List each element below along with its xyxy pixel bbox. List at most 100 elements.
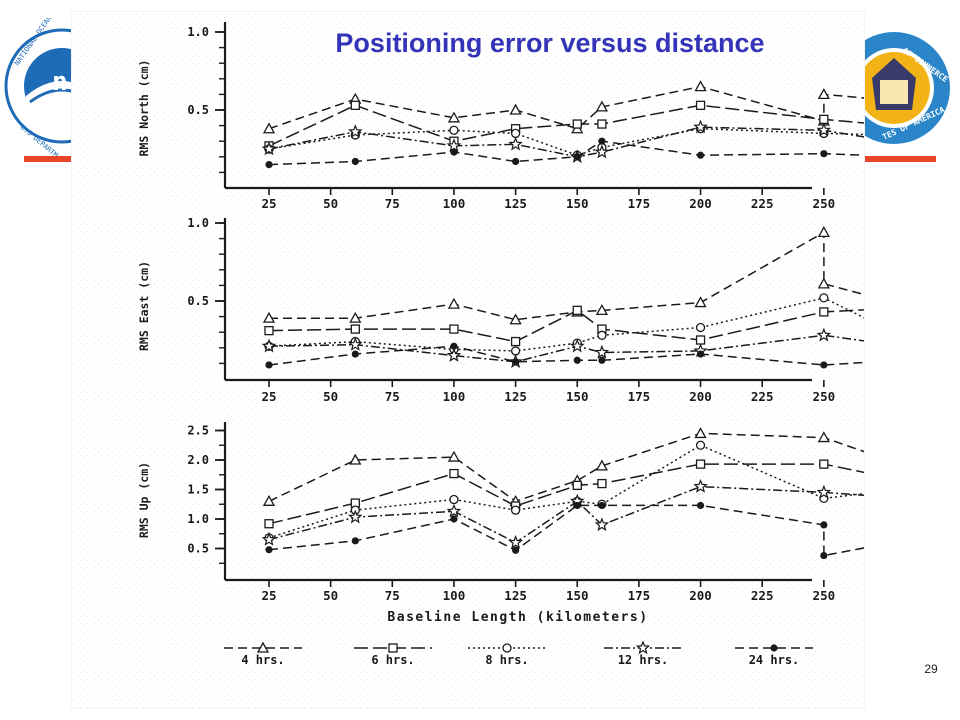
x-axis-label: Baseline Length (kilometers) [387,610,648,625]
y-tick-label: 1.0 [187,25,209,39]
legend-item: 8 hrs. [468,643,546,667]
data-point [816,484,832,499]
x-tick-label: 200 [689,588,712,603]
series-line [268,85,864,130]
data-point [695,440,706,450]
data-point [820,521,828,529]
chart-panel-2: 1.00.5255075100125150175200225250275300R… [137,216,864,404]
data-point [820,551,828,560]
data-point [265,546,273,554]
series-square [264,305,864,347]
data-point [598,137,606,145]
series-line [268,127,864,156]
data-point [510,346,521,356]
data-point [695,459,706,469]
data-point [572,305,582,316]
series-line [268,504,864,557]
legend-label: 8 hrs. [485,653,528,667]
y-tick-label: 0.5 [187,103,209,117]
legend-label: 4 hrs. [241,653,284,667]
y-axis-label: RMS East (cm) [137,261,151,351]
x-tick-label: 250 [813,196,836,211]
data-point [447,297,461,309]
x-tick-label: 25 [261,196,276,211]
series-triangle [262,226,864,325]
data-point [693,479,708,493]
data-point [349,311,362,323]
x-tick-label: 250 [813,389,836,404]
data-point [351,157,359,166]
data-point [509,103,522,115]
data-point [510,336,521,347]
data-point [819,459,829,469]
series-line [268,432,864,503]
data-point [264,519,274,529]
data-point [573,153,581,161]
data-point [446,138,462,153]
x-tick-label: 100 [443,389,466,404]
x-tick-label: 25 [261,389,276,404]
data-point [820,150,828,158]
y-axis-label: RMS Up (cm) [137,462,151,538]
data-point [594,144,610,159]
chart-panel-3: 2.5 2.0 1.5 1.0 0.5 25 50 75 100 125 150 175 200 225 2… [137,422,864,625]
data-point [510,505,521,515]
x-tick-label: 150 [566,588,589,603]
x-tick-label: 50 [323,389,338,404]
data-point [261,531,277,546]
rms-error-figure: 1.00.5255075100125150175200225250275300R… [72,12,864,708]
data-point [262,311,276,323]
y-tick-label: 1.5 [187,483,209,497]
data-point [264,325,274,336]
data-point [449,125,459,135]
data-point [449,324,459,334]
data-point [349,453,362,465]
x-tick-label: 75 [385,389,400,404]
data-point [446,347,462,362]
series-circle-filled [265,501,864,560]
data-point [512,157,520,166]
data-point [447,450,461,462]
data-point [573,501,581,510]
series-triangle [262,427,864,506]
data-point [350,324,360,334]
y-tick-label: 0.5 [187,542,209,556]
data-point [262,494,276,506]
x-tick-label: 25 [261,588,276,603]
legend-label: 24 hrs. [749,653,800,667]
series-circle-filled [265,137,864,169]
data-point [694,427,707,439]
legend-item: 24 hrs. [735,644,813,667]
data-point [816,122,832,137]
data-point [695,322,706,333]
data-point [449,468,459,479]
x-tick-label: 200 [689,389,712,404]
x-tick-label: 100 [443,588,466,603]
x-tick-label: 250 [813,588,836,603]
y-tick-label: 1.0 [187,216,209,230]
data-point [695,335,706,345]
data-point [693,119,708,134]
data-point [595,100,609,112]
data-point [819,307,829,317]
x-tick-label: 75 [385,588,400,603]
data-point [594,517,610,532]
data-point [594,344,610,359]
data-point [262,122,276,134]
y-tick-label: 0.5 [187,294,209,308]
legend-marker [770,644,778,652]
data-point [512,546,520,554]
data-point [450,148,458,156]
data-point [819,293,829,303]
x-tick-label: 125 [504,588,527,603]
data-point [449,494,459,505]
y-tick-label: 2.0 [187,453,209,467]
data-point [595,459,609,471]
x-tick-label: 50 [323,196,338,211]
data-point [348,509,363,524]
data-point [694,80,707,92]
data-point [820,361,828,369]
legend-marker [388,643,398,653]
legend-marker [502,643,512,653]
legend-marker [256,641,270,653]
